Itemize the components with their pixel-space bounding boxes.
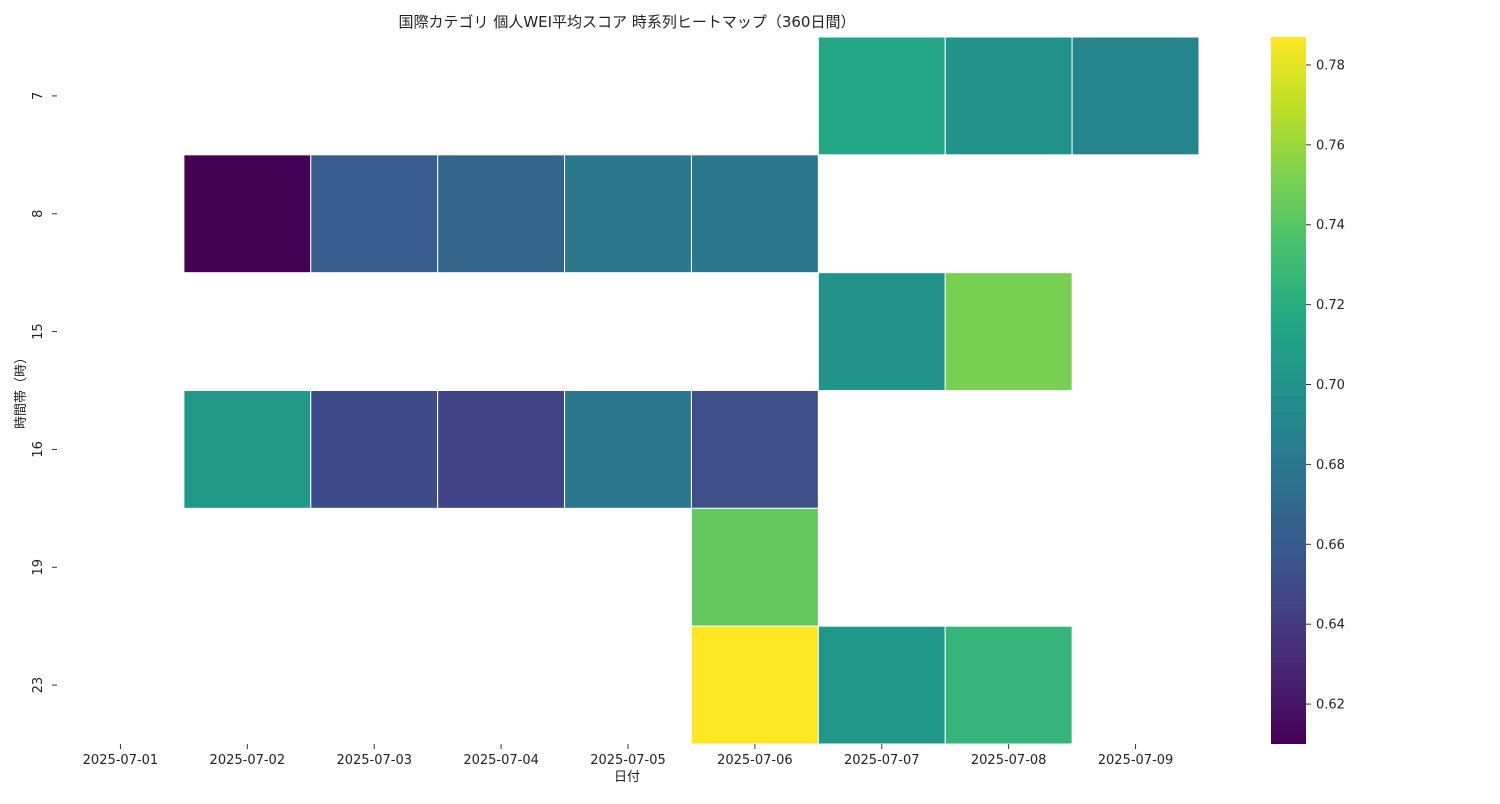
- colorbar-tick-label: 0.62: [1316, 698, 1345, 713]
- heatmap-cell: [690, 154, 819, 274]
- heatmap-cells: [183, 36, 1200, 745]
- chart-title: 国際カテゴリ 個人WEI平均スコア 時系列ヒートマップ（360日間）: [399, 13, 856, 31]
- x-tick-label: 2025-07-08: [971, 753, 1047, 768]
- heatmap-cell: [310, 154, 439, 274]
- heatmap-cell: [944, 625, 1073, 745]
- colorbar-tick-label: 0.72: [1316, 298, 1345, 313]
- x-tick-label: 2025-07-07: [844, 753, 920, 768]
- x-axis-label: 日付: [614, 770, 640, 785]
- colorbar-tick-label: 0.74: [1316, 218, 1345, 233]
- colorbar-tick-label: 0.64: [1316, 618, 1345, 633]
- x-axis-ticks: 2025-07-01 2025-07-02 2025-07-03 2025-07-04…: [83, 744, 1174, 768]
- colorbar-gradient: [1271, 37, 1306, 744]
- heatmap-cell: [944, 36, 1073, 156]
- colorbar-tick-label: 0.76: [1316, 138, 1345, 153]
- colorbar-tick-label: 0.68: [1316, 458, 1345, 473]
- heatmap-cell: [690, 507, 819, 627]
- colorbar-tick-label: 0.66: [1316, 538, 1345, 553]
- heatmap-cell: [310, 390, 439, 509]
- x-tick-label: 2025-07-05: [590, 753, 666, 768]
- heatmap-cell: [817, 272, 946, 391]
- heatmap-cell: [564, 154, 692, 274]
- y-tick-label: 7: [31, 92, 46, 100]
- heatmap-cell: [183, 390, 312, 509]
- colorbar-tick-label: 0.70: [1316, 378, 1345, 393]
- y-tick-label: 23: [31, 677, 46, 694]
- heatmap-cell: [690, 390, 819, 509]
- colorbar-tick-label: 0.78: [1316, 58, 1345, 73]
- heatmap-cell: [944, 272, 1073, 391]
- heatmap-cell: [437, 390, 566, 509]
- y-tick-label: 19: [31, 559, 46, 576]
- y-tick-label: 15: [31, 323, 46, 340]
- heatmap-cell: [690, 625, 819, 745]
- y-axis-ticks: 7 8 15 16 19 23: [31, 92, 57, 694]
- y-tick-label: 8: [31, 210, 46, 218]
- heatmap-cell: [1071, 36, 1200, 156]
- x-tick-label: 2025-07-04: [463, 753, 539, 768]
- heatmap-cell: [183, 154, 312, 274]
- x-tick-label: 2025-07-06: [717, 753, 793, 768]
- heatmap-cell: [817, 625, 946, 745]
- heatmap-cell: [437, 154, 566, 274]
- x-tick-label: 2025-07-01: [83, 753, 159, 768]
- x-tick-label: 2025-07-03: [336, 753, 412, 768]
- y-axis-label: 時間帯（時）: [14, 351, 29, 429]
- x-tick-label: 2025-07-02: [210, 753, 286, 768]
- colorbar: 0.62 0.64 0.66 0.68 0.70 0.72 0.74 0.76 0.78: [1271, 37, 1345, 744]
- heatmap-cell: [564, 390, 692, 509]
- heatmap-cell: [817, 36, 946, 156]
- x-tick-label: 2025-07-09: [1098, 753, 1174, 768]
- y-tick-label: 16: [31, 441, 46, 458]
